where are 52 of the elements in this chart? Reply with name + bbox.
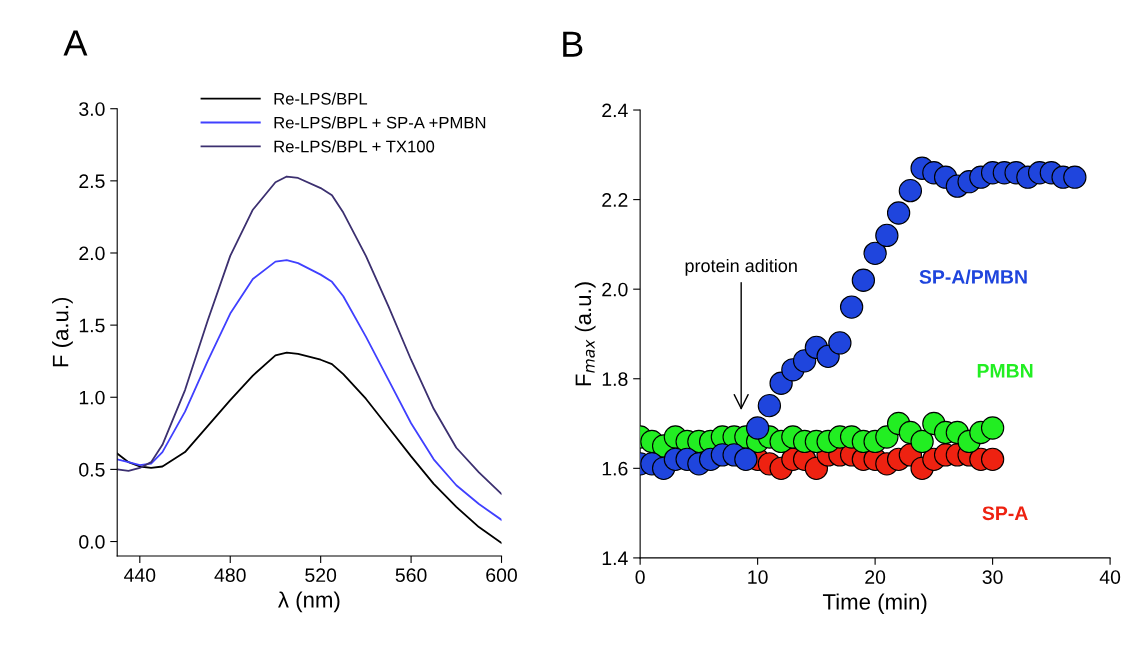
legend-label: Re-LPS/BPL + TX100 <box>274 140 435 153</box>
point <box>1063 165 1087 189</box>
x-tick-label: 30 <box>982 570 1003 584</box>
point <box>980 447 1005 472</box>
y-tick-label: 2.5 <box>79 174 105 189</box>
x-tick-label: 20 <box>865 570 886 584</box>
y-tick-label: 0.5 <box>79 462 105 477</box>
line-series <box>117 259 502 521</box>
x-tick-label: 40 <box>1099 570 1121 584</box>
series-label: SP-A <box>982 506 1028 521</box>
y-tick-label: 1.6 <box>602 461 628 476</box>
point <box>898 178 923 203</box>
point <box>886 201 911 225</box>
point <box>839 295 864 319</box>
point <box>875 223 899 248</box>
x-tick-label: 440 <box>124 568 156 583</box>
x-axis-title: Time (min) <box>822 593 927 615</box>
text: PMBN <box>977 364 1033 378</box>
chart-title: B <box>563 31 583 57</box>
annotation: protein adition <box>685 258 797 276</box>
y-tick-label: 1.0 <box>79 390 105 405</box>
y-tick-label: 2.2 <box>602 193 628 207</box>
x-tick-label: 600 <box>486 568 517 583</box>
x-tick-label: 520 <box>305 568 337 583</box>
point <box>757 393 782 418</box>
x-tick-label: 0 <box>635 570 645 584</box>
point <box>980 416 1005 440</box>
point <box>863 241 887 266</box>
legend-label: Re-LPS/BPL <box>274 92 368 105</box>
chart-title: A <box>63 30 88 56</box>
x-tick-label: 560 <box>395 568 427 583</box>
point <box>910 429 934 454</box>
y-tick-label: 2.0 <box>79 246 105 261</box>
y-tick-label: 3.0 <box>79 102 105 116</box>
y-tick-label: 1.5 <box>79 318 105 333</box>
y-tick-label: 0.0 <box>79 534 105 549</box>
x-tick-label: 480 <box>214 568 246 583</box>
series-label: SP-A/PMBN <box>919 269 1027 285</box>
legend-label: Re-LPS/BPL + SP-A +PMBN <box>274 116 486 129</box>
y-axis-title: F (a.u.) <box>52 297 73 367</box>
point <box>745 416 770 440</box>
y-tick-label: 1.8 <box>602 372 628 386</box>
y-tick-label: 2.4 <box>602 103 628 118</box>
y-tick-label: 1.4 <box>602 551 628 565</box>
y-tick-label: 2.0 <box>602 282 628 297</box>
point <box>734 447 758 472</box>
point <box>851 268 876 292</box>
y-axis-title: F$_{max}$ (a.u.) <box>574 282 596 386</box>
line-series <box>117 175 502 495</box>
x-axis-title: λ (nm) <box>278 591 340 613</box>
point <box>828 331 852 355</box>
x-tick-label: 10 <box>748 570 768 584</box>
